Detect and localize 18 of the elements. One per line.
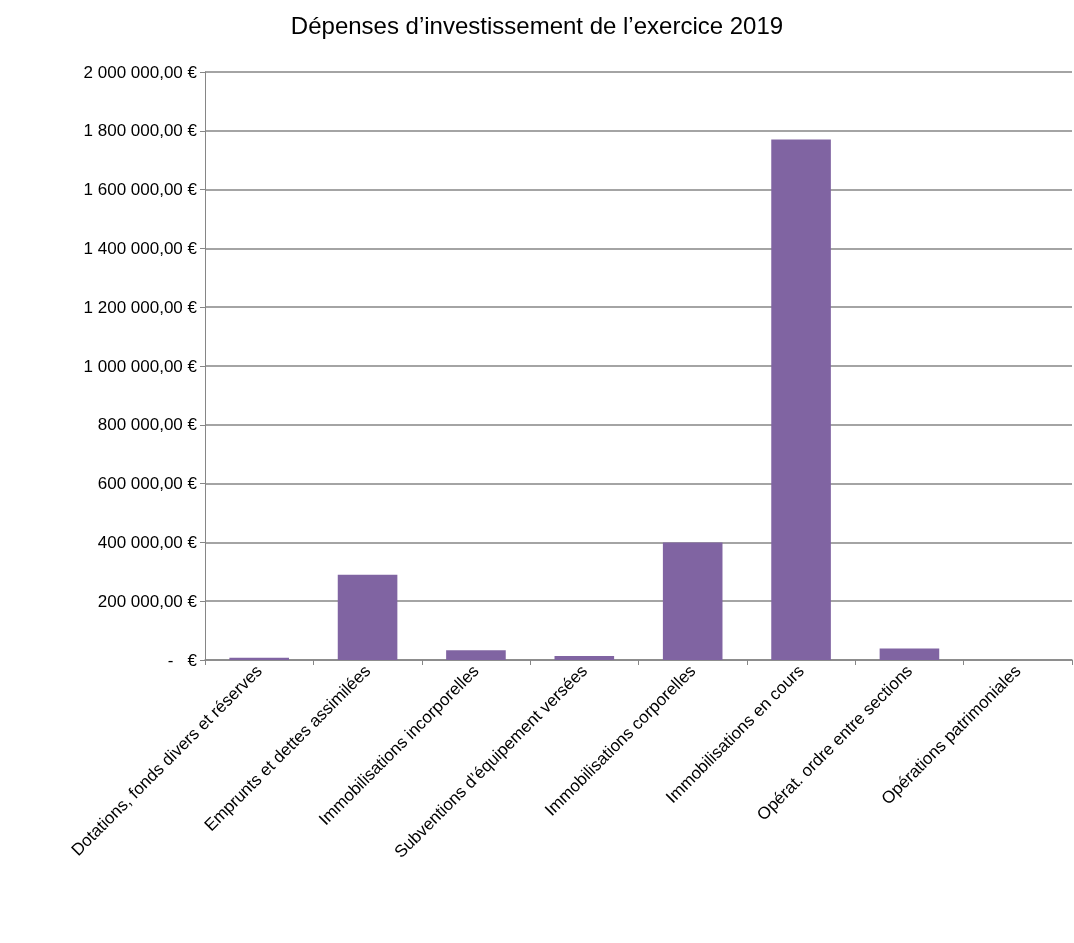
y-tick-label: 800 000,00 € — [97, 415, 198, 435]
y-tick-label: 200 000,00 € — [97, 591, 198, 611]
y-tick-label: 1 800 000,00 € — [83, 121, 198, 141]
bar — [662, 542, 723, 660]
y-tick-label: 1 200 000,00 € — [83, 297, 198, 317]
y-tick-label: 1 600 000,00 € — [83, 180, 198, 200]
bar — [337, 574, 398, 660]
y-tick-label: 1 000 000,00 € — [83, 356, 198, 376]
bar — [554, 655, 615, 660]
bar — [771, 139, 831, 660]
y-tick-label: 2 000 000,00 € — [83, 62, 198, 82]
y-tick-label: 400 000,00 € — [97, 532, 198, 552]
bar — [879, 648, 940, 660]
y-tick-label: - € — [167, 650, 198, 670]
y-tick-label: 1 400 000,00 € — [83, 238, 198, 258]
chart-title: Dépenses d’investissement de l’exercice 2019 — [290, 11, 784, 39]
bar — [446, 650, 506, 660]
y-tick-label: 600 000,00 € — [97, 474, 198, 494]
